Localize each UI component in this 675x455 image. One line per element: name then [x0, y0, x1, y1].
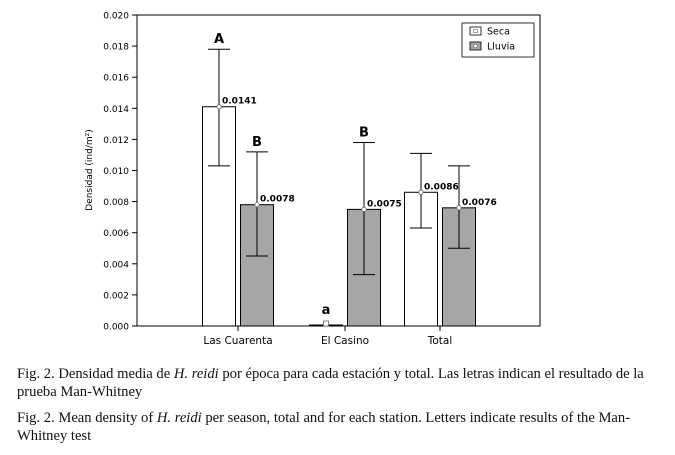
y-tick-label: 0.004 — [103, 260, 129, 270]
caption-en-species: H. reidi — [156, 410, 202, 426]
mean-point — [254, 202, 260, 208]
mean-point — [216, 104, 222, 110]
legend-marker — [473, 29, 478, 33]
caption-en-suffix: per season, total and for each station. … — [17, 410, 631, 444]
significance-letter: A — [214, 32, 224, 47]
data-label: 0.0076 — [462, 198, 497, 208]
significance-letter: B — [359, 126, 369, 141]
caption-es-prefix: Fig. 2. Densidad media de — [17, 366, 174, 382]
y-tick-label: 0.000 — [103, 323, 129, 333]
x-tick-label: Total — [427, 335, 453, 347]
x-tick-label: El Casino — [321, 335, 369, 347]
caption-es-species: H. reidi — [173, 366, 219, 382]
significance-letter: a — [322, 303, 331, 318]
caption-en-prefix: Fig. 2. Mean density of — [17, 410, 157, 426]
data-label: 0.0086 — [424, 182, 459, 192]
y-tick-label: 0.020 — [103, 12, 129, 22]
mean-point — [361, 206, 367, 212]
mean-point — [456, 205, 462, 211]
y-tick-label: 0.010 — [103, 167, 129, 177]
data-label: 0.0075 — [367, 199, 402, 209]
caption-spanish: Fig. 2. Densidad media de H. reidi por é… — [17, 365, 662, 401]
mean-point — [418, 189, 424, 195]
data-label: 0.0141 — [222, 97, 257, 107]
legend-label-lluvia: Lluvia — [487, 42, 515, 53]
legend-label-seca: Seca — [487, 27, 510, 38]
mean-point — [323, 320, 329, 327]
caption-es-suffix: por época para cada estación y total. La… — [17, 366, 644, 400]
y-tick-label: 0.002 — [103, 291, 129, 301]
y-tick-label: 0.012 — [103, 136, 129, 146]
legend-marker — [473, 43, 478, 49]
y-axis-label: Densidad (ind/m²) — [85, 129, 95, 211]
caption-english: Fig. 2. Mean density of H. reidi per sea… — [17, 409, 662, 445]
data-label: 0.0078 — [260, 195, 295, 205]
y-tick-label: 0.016 — [103, 74, 129, 84]
x-tick-label: Las Cuarenta — [203, 335, 272, 347]
plot-frame — [136, 14, 541, 327]
y-tick-label: 0.008 — [103, 198, 129, 208]
y-tick-label: 0.018 — [103, 43, 129, 53]
y-tick-label: 0.006 — [103, 229, 129, 239]
legend: Seca Lluvia — [461, 22, 535, 58]
bar-chart: 0.000 0.002 0.004 0.006 0.008 0.010 0.012 0.014… — [85, 12, 541, 347]
y-tick-label: 0.014 — [103, 105, 129, 115]
significance-letter: B — [252, 135, 262, 150]
